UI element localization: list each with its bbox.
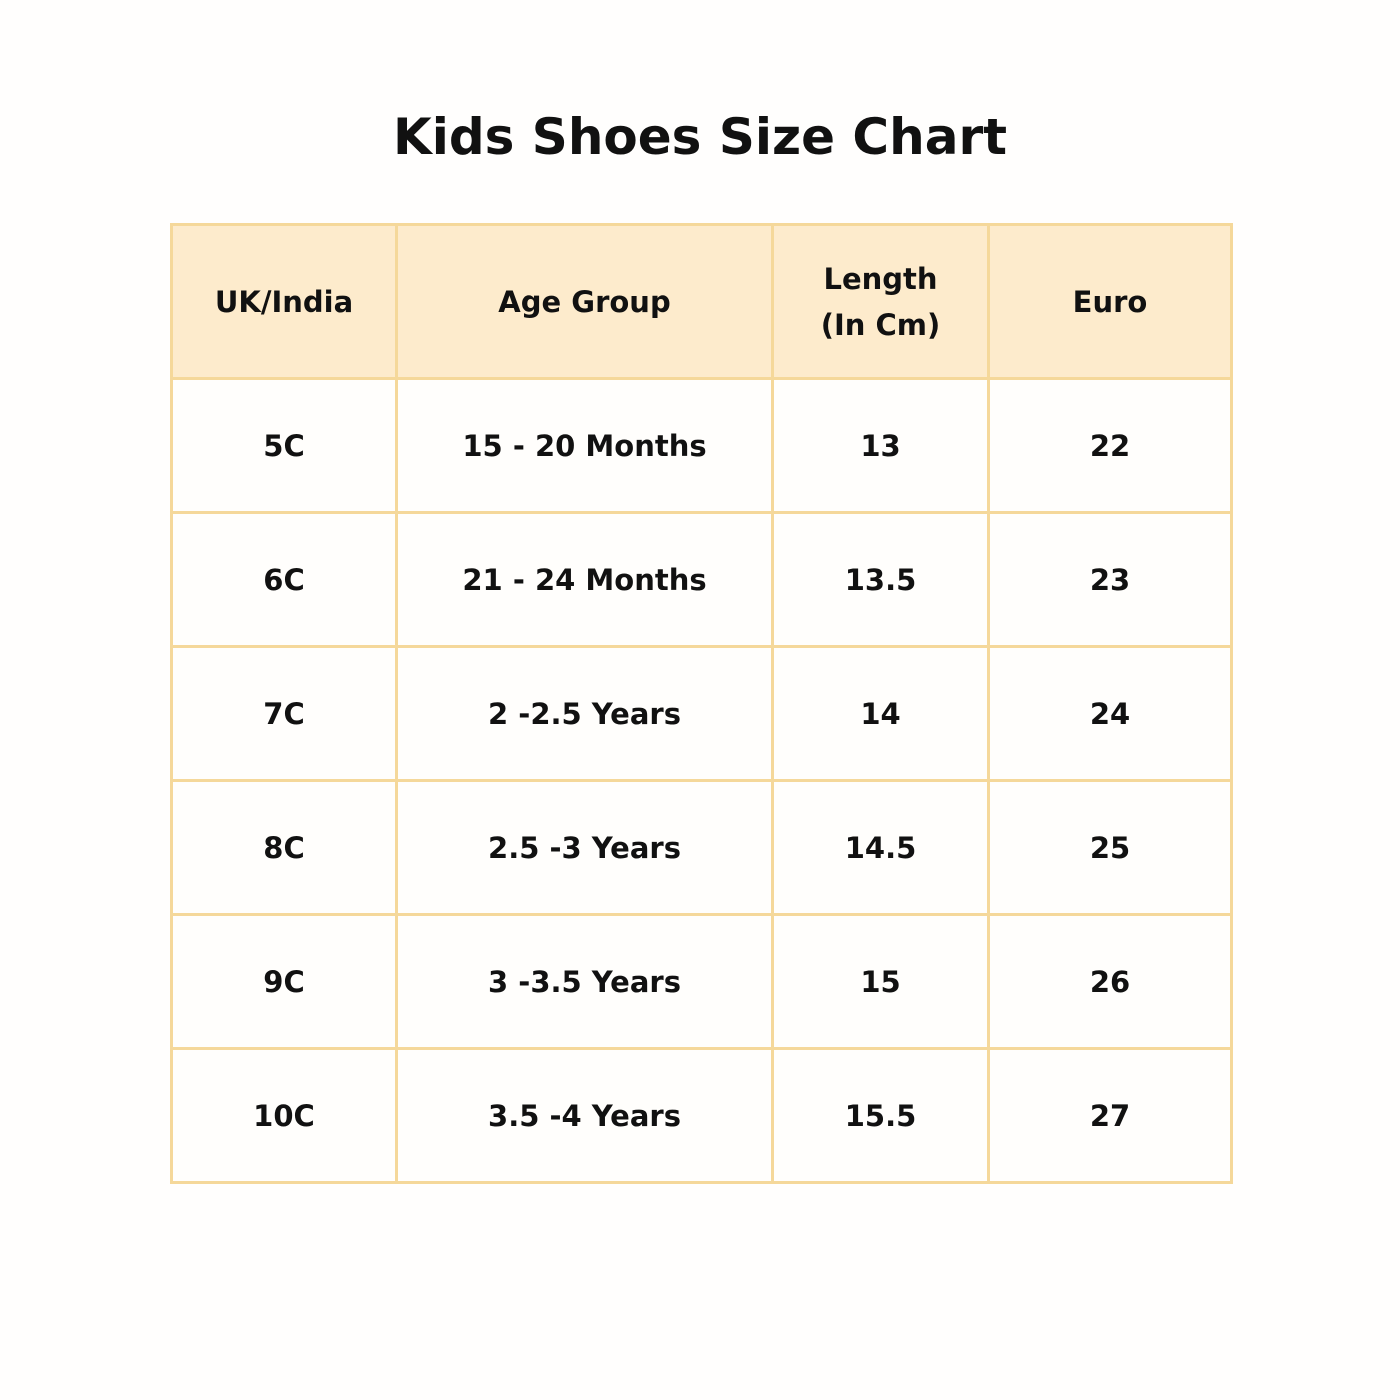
cell-age-group: 21 - 24 Months bbox=[395, 511, 774, 648]
size-chart-table: UK/India Age Group Length (In Cm) Euro 5C… bbox=[170, 223, 1233, 1184]
header-age-group: Age Group bbox=[395, 223, 774, 380]
cell-age-group: 3 -3.5 Years bbox=[395, 913, 774, 1050]
header-length: Length (In Cm) bbox=[771, 223, 990, 380]
table-row: 5C 15 - 20 Months 13 22 bbox=[170, 377, 1233, 514]
cell-euro-size: 27 bbox=[987, 1047, 1233, 1184]
cell-uk-size: 10C bbox=[170, 1047, 398, 1184]
cell-euro-size: 25 bbox=[987, 779, 1233, 916]
cell-length-cm: 13 bbox=[771, 377, 990, 514]
cell-euro-size: 24 bbox=[987, 645, 1233, 782]
cell-euro-size: 23 bbox=[987, 511, 1233, 648]
header-uk-india: UK/India bbox=[170, 223, 398, 380]
cell-length-cm: 15.5 bbox=[771, 1047, 990, 1184]
header-row: UK/India Age Group Length (In Cm) Euro bbox=[170, 223, 1233, 380]
cell-uk-size: 5C bbox=[170, 377, 398, 514]
cell-age-group: 15 - 20 Months bbox=[395, 377, 774, 514]
cell-uk-size: 7C bbox=[170, 645, 398, 782]
cell-age-group: 2.5 -3 Years bbox=[395, 779, 774, 916]
cell-uk-size: 8C bbox=[170, 779, 398, 916]
table-row: 7C 2 -2.5 Years 14 24 bbox=[170, 645, 1233, 782]
table-row: 10C 3.5 -4 Years 15.5 27 bbox=[170, 1047, 1233, 1184]
cell-length-cm: 14.5 bbox=[771, 779, 990, 916]
cell-uk-size: 6C bbox=[170, 511, 398, 648]
table-row: 9C 3 -3.5 Years 15 26 bbox=[170, 913, 1233, 1050]
cell-length-cm: 13.5 bbox=[771, 511, 990, 648]
table-row: 8C 2.5 -3 Years 14.5 25 bbox=[170, 779, 1233, 916]
page-title: Kids Shoes Size Chart bbox=[392, 108, 1008, 166]
cell-length-cm: 14 bbox=[771, 645, 990, 782]
cell-length-cm: 15 bbox=[771, 913, 990, 1050]
cell-age-group: 3.5 -4 Years bbox=[395, 1047, 774, 1184]
header-length-line2: (In Cm) bbox=[820, 307, 941, 342]
cell-euro-size: 26 bbox=[987, 913, 1233, 1050]
cell-age-group: 2 -2.5 Years bbox=[395, 645, 774, 782]
header-euro: Euro bbox=[987, 223, 1233, 380]
table-row: 6C 21 - 24 Months 13.5 23 bbox=[170, 511, 1233, 648]
cell-uk-size: 9C bbox=[170, 913, 398, 1050]
cell-euro-size: 22 bbox=[987, 377, 1233, 514]
header-length-line1: Length bbox=[823, 261, 938, 296]
